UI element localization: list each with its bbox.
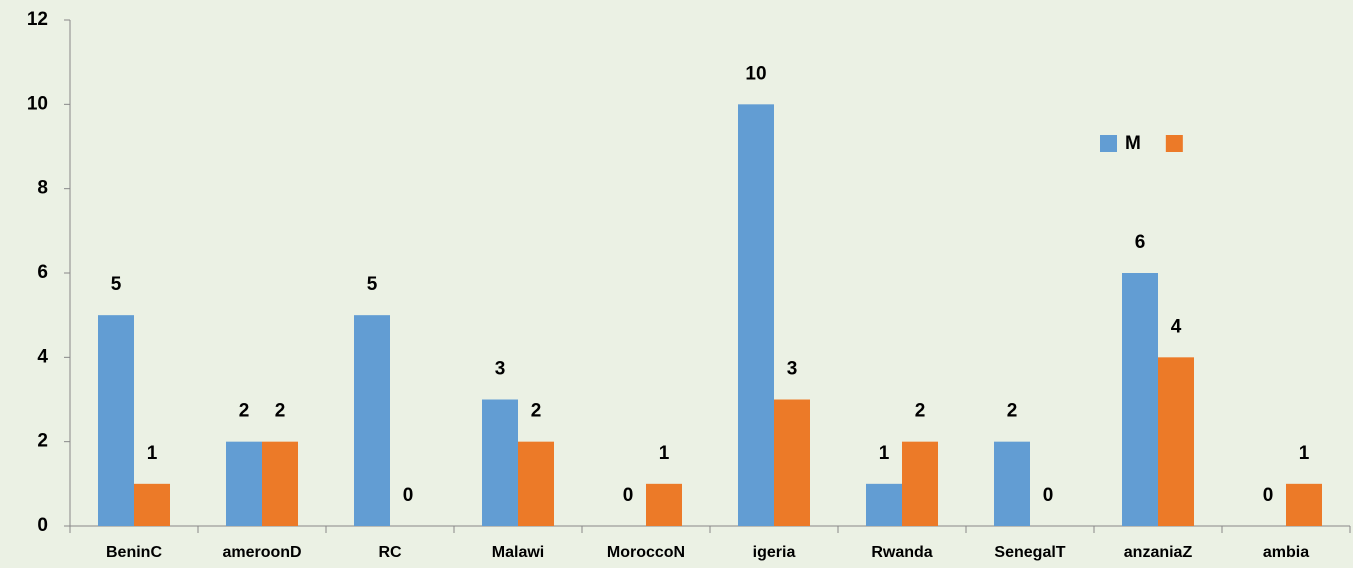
data-label: 5 [367, 274, 378, 295]
y-tick-label: 0 [37, 515, 48, 536]
bar [518, 441, 554, 526]
data-label: 0 [403, 485, 414, 506]
bar [1122, 273, 1158, 526]
bar [1158, 357, 1194, 526]
x-tick-label: anzaniaZ [1124, 544, 1193, 561]
y-tick-label: 12 [27, 9, 48, 30]
bar [354, 315, 390, 526]
x-tick-label: Malawi [492, 544, 544, 561]
bar [134, 483, 170, 526]
bar [262, 441, 298, 526]
legend-label: M [1125, 133, 1141, 154]
x-tick-label: BeninC [106, 544, 162, 561]
data-label: 3 [495, 359, 506, 380]
bar [866, 483, 902, 526]
x-tick-label: ambia [1263, 544, 1309, 561]
data-label: 6 [1135, 232, 1146, 253]
legend-swatch [1100, 135, 1117, 152]
bar [738, 104, 774, 526]
bar [774, 399, 810, 526]
data-label: 1 [659, 443, 670, 464]
x-tick-label: RC [378, 544, 402, 561]
x-tick-label: Rwanda [871, 544, 932, 561]
y-tick-label: 10 [27, 93, 48, 114]
data-label: 10 [745, 63, 766, 84]
data-label: 4 [1171, 316, 1182, 337]
x-tick-label: ameroonD [222, 544, 301, 561]
bar [482, 399, 518, 526]
legend-swatch [1165, 135, 1183, 152]
x-tick-label: SenegalT [994, 544, 1065, 561]
x-tick-label: MoroccoN [607, 544, 685, 561]
bar [1286, 483, 1322, 526]
data-label: 1 [879, 443, 890, 464]
y-tick-label: 8 [37, 178, 48, 199]
x-tick-label: igeria [753, 544, 796, 561]
y-tick-label: 6 [37, 262, 48, 283]
bar [226, 441, 262, 526]
data-label: 2 [1007, 401, 1018, 422]
bar [902, 441, 938, 526]
data-label: 5 [111, 274, 122, 295]
data-label: 2 [531, 401, 542, 422]
y-tick-label: 4 [37, 346, 48, 367]
bar [646, 483, 682, 526]
data-label: 3 [787, 359, 798, 380]
y-tick-label: 2 [37, 431, 48, 452]
data-label: 2 [239, 401, 250, 422]
data-label: 0 [1043, 485, 1054, 506]
data-label: 1 [1299, 443, 1310, 464]
bar [994, 441, 1030, 526]
data-label: 2 [275, 401, 286, 422]
data-label: 2 [915, 401, 926, 422]
data-label: 0 [1263, 485, 1274, 506]
bar [98, 315, 134, 526]
data-label: 1 [147, 443, 158, 464]
data-label: 0 [623, 485, 634, 506]
